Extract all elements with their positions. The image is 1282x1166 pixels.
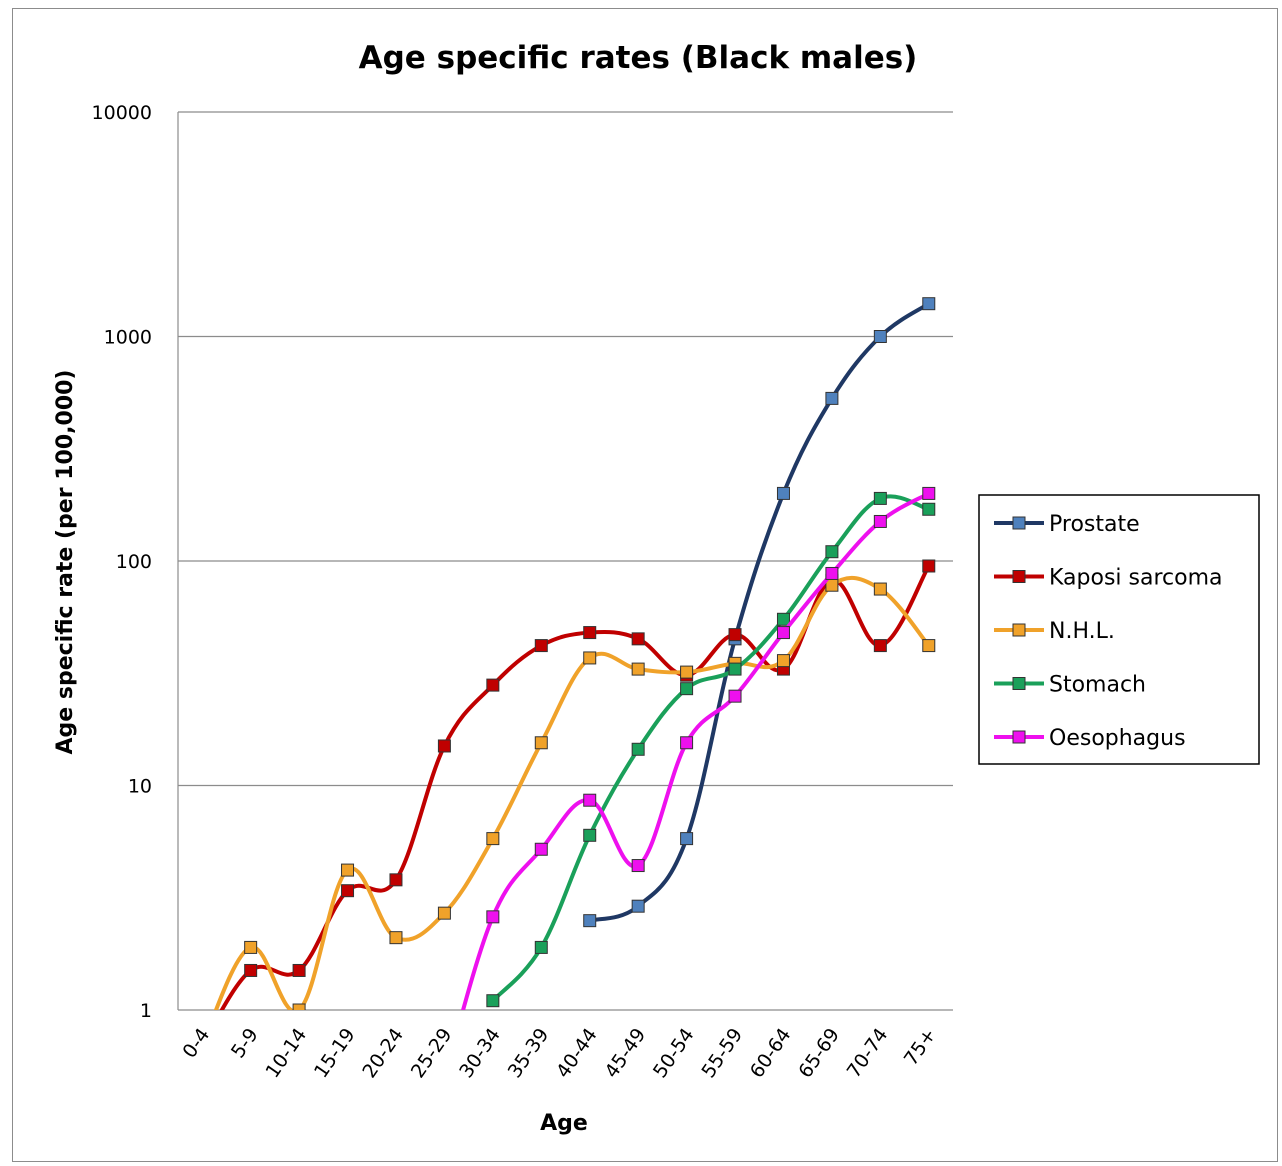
data-point-n-h-l bbox=[486, 832, 500, 846]
y-tick-label: 100 bbox=[116, 551, 152, 573]
x-tick-label: 35-39 bbox=[504, 1024, 554, 1082]
data-point-kaposi-sarcoma bbox=[922, 559, 936, 573]
data-point-oesophagus bbox=[922, 486, 936, 500]
x-tick-label: 15-19 bbox=[310, 1024, 360, 1082]
y-tick-label: 10000 bbox=[92, 102, 152, 124]
series-group bbox=[213, 297, 936, 1084]
data-point-n-h-l bbox=[922, 639, 936, 653]
axes bbox=[177, 112, 953, 1011]
legend-label-prostate: Prostate bbox=[1049, 512, 1140, 537]
data-point-n-h-l bbox=[631, 662, 645, 676]
data-point-oesophagus bbox=[534, 842, 548, 856]
data-point-n-h-l bbox=[583, 651, 597, 665]
data-point-prostate bbox=[776, 486, 790, 500]
data-point-kaposi-sarcoma bbox=[437, 739, 451, 753]
x-tick-label: 55-59 bbox=[697, 1024, 747, 1082]
series-line-kaposi-sarcoma bbox=[219, 564, 931, 1010]
x-axis-ticks: 0-4 5-910-1415-1920-2425-2930-3435-3940-4… bbox=[178, 1024, 940, 1082]
data-point-n-h-l bbox=[534, 736, 548, 750]
data-point-oesophagus bbox=[680, 736, 694, 750]
legend-marker-kaposi-sarcoma bbox=[1012, 570, 1026, 583]
legend-marker-oesophagus bbox=[1012, 730, 1026, 744]
data-point-kaposi-sarcoma bbox=[631, 632, 645, 646]
series-line-n-h-l bbox=[213, 575, 931, 1010]
x-axis-label: Age bbox=[540, 1111, 588, 1136]
data-point-stomach bbox=[486, 994, 500, 1008]
legend-label-oesophagus: Oesophagus bbox=[1049, 726, 1186, 751]
data-point-kaposi-sarcoma bbox=[389, 873, 403, 887]
legend: Prostate Kaposi sarcoma N.H.L. Stomach Oesop… bbox=[978, 494, 1260, 765]
x-tick-label: 45-49 bbox=[601, 1024, 651, 1082]
data-point-prostate bbox=[873, 330, 887, 343]
data-point-oesophagus bbox=[825, 566, 839, 580]
x-tick-label: 30-34 bbox=[455, 1024, 505, 1082]
x-tick-label: 65-69 bbox=[794, 1024, 844, 1082]
data-point-kaposi-sarcoma bbox=[486, 678, 500, 692]
data-point-stomach bbox=[583, 828, 597, 842]
x-tick-label: 75+ bbox=[900, 1024, 941, 1069]
data-point-oesophagus bbox=[583, 793, 597, 807]
y-tick-label: 1000 bbox=[104, 327, 152, 349]
data-point-prostate bbox=[680, 832, 694, 846]
y-axis-ticks: 1 10 100 1000 10000 bbox=[92, 102, 152, 1022]
x-tick-label: 20-24 bbox=[358, 1024, 408, 1082]
data-point-n-h-l bbox=[389, 931, 403, 945]
data-point-prostate bbox=[825, 391, 839, 405]
data-point-n-h-l bbox=[873, 582, 887, 596]
y-axis-label: Age specific rate (per 100,000) bbox=[53, 370, 78, 755]
legend-marker-n-h-l bbox=[1012, 623, 1026, 637]
data-point-oesophagus bbox=[631, 859, 645, 873]
data-point-prostate bbox=[631, 899, 645, 913]
data-point-n-h-l bbox=[292, 1003, 306, 1010]
data-point-kaposi-sarcoma bbox=[534, 639, 548, 653]
data-point-stomach bbox=[728, 662, 742, 676]
data-point-oesophagus bbox=[873, 514, 887, 528]
data-point-n-h-l bbox=[341, 863, 355, 877]
legend-marker-stomach bbox=[1012, 677, 1026, 690]
data-point-kaposi-sarcoma bbox=[583, 626, 597, 640]
data-point-kaposi-sarcoma bbox=[728, 628, 742, 642]
legend-label-stomach: Stomach bbox=[1049, 673, 1146, 698]
data-point-stomach bbox=[680, 682, 694, 696]
x-tick-label: 5-9 bbox=[227, 1024, 263, 1062]
data-point-prostate bbox=[583, 914, 597, 928]
legend-label-n-h-l: N.H.L. bbox=[1049, 619, 1115, 644]
series-line-prostate bbox=[589, 302, 930, 923]
data-point-oesophagus bbox=[728, 689, 742, 703]
data-point-stomach bbox=[631, 742, 645, 756]
x-tick-label: 60-64 bbox=[746, 1024, 796, 1082]
data-point-prostate bbox=[922, 297, 936, 311]
data-point-n-h-l bbox=[437, 906, 451, 920]
series-line-stomach bbox=[491, 494, 930, 1003]
y-tick-label: 1 bbox=[140, 1000, 152, 1022]
data-point-stomach bbox=[825, 545, 839, 559]
data-point-stomach bbox=[534, 940, 548, 954]
data-point-kaposi-sarcoma bbox=[292, 963, 306, 977]
grid-lines bbox=[178, 111, 953, 787]
data-point-n-h-l bbox=[244, 940, 258, 954]
data-point-oesophagus bbox=[776, 626, 790, 640]
legend-label-kaposi-sarcoma: Kaposi sarcoma bbox=[1049, 566, 1223, 591]
data-point-stomach bbox=[922, 502, 936, 516]
x-tick-label: 50-54 bbox=[649, 1024, 699, 1082]
data-point-kaposi-sarcoma bbox=[244, 963, 258, 977]
data-point-oesophagus bbox=[486, 910, 500, 924]
data-point-n-h-l bbox=[680, 665, 694, 679]
data-point-kaposi-sarcoma bbox=[873, 639, 887, 653]
legend-marker-prostate bbox=[1012, 516, 1026, 530]
x-tick-label: 0-4 bbox=[178, 1024, 214, 1062]
x-tick-label: 40-44 bbox=[552, 1024, 602, 1082]
chart-title: Age specific rates (Black males) bbox=[359, 40, 918, 76]
y-tick-label: 10 bbox=[128, 776, 152, 798]
x-tick-label: 10-14 bbox=[261, 1024, 311, 1082]
data-point-stomach bbox=[873, 491, 887, 505]
data-point-kaposi-sarcoma bbox=[341, 884, 355, 898]
data-point-n-h-l bbox=[776, 654, 790, 668]
data-point-oesophagus bbox=[438, 1072, 450, 1084]
x-tick-label: 70-74 bbox=[843, 1024, 893, 1082]
x-tick-label: 25-29 bbox=[407, 1024, 457, 1082]
data-point-stomach bbox=[776, 612, 790, 626]
